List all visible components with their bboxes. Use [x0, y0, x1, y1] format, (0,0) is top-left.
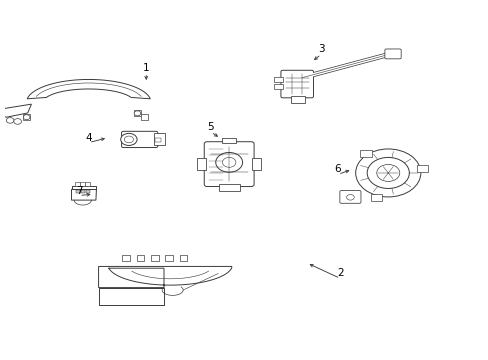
- FancyBboxPatch shape: [204, 142, 254, 186]
- Bar: [251, 158, 261, 171]
- Bar: [151, 255, 159, 261]
- Circle shape: [215, 153, 242, 172]
- Bar: [122, 255, 130, 261]
- Bar: [136, 255, 144, 261]
- Bar: [291, 96, 304, 103]
- Bar: [370, 194, 381, 201]
- Text: 5: 5: [207, 122, 214, 132]
- Polygon shape: [71, 186, 96, 189]
- Circle shape: [376, 165, 399, 181]
- Bar: [218, 184, 239, 192]
- Text: 3: 3: [317, 45, 324, 54]
- Bar: [99, 288, 163, 305]
- Circle shape: [366, 157, 408, 189]
- Bar: [359, 150, 371, 157]
- Text: 2: 2: [336, 269, 343, 279]
- Bar: [222, 138, 235, 144]
- Text: 4: 4: [85, 133, 92, 143]
- Circle shape: [14, 118, 21, 124]
- Bar: [274, 77, 282, 82]
- Circle shape: [23, 115, 30, 120]
- FancyBboxPatch shape: [384, 49, 400, 59]
- Bar: [165, 255, 173, 261]
- Bar: [76, 190, 80, 193]
- Circle shape: [346, 194, 353, 200]
- Bar: [154, 138, 160, 141]
- Polygon shape: [27, 80, 150, 99]
- Bar: [85, 182, 90, 186]
- Polygon shape: [99, 266, 231, 288]
- Bar: [416, 165, 427, 172]
- Bar: [85, 190, 89, 193]
- FancyBboxPatch shape: [122, 131, 158, 148]
- FancyBboxPatch shape: [339, 190, 360, 203]
- Bar: [154, 134, 164, 145]
- FancyBboxPatch shape: [280, 70, 313, 98]
- Circle shape: [121, 134, 137, 145]
- Polygon shape: [71, 189, 96, 200]
- Bar: [133, 110, 141, 117]
- Bar: [23, 114, 30, 120]
- Bar: [180, 255, 187, 261]
- Text: 1: 1: [142, 63, 149, 73]
- Circle shape: [124, 136, 133, 143]
- Bar: [81, 190, 84, 193]
- Bar: [196, 158, 206, 171]
- Bar: [75, 182, 80, 186]
- Bar: [141, 114, 148, 120]
- Circle shape: [355, 149, 420, 197]
- Bar: [274, 84, 282, 89]
- Circle shape: [222, 157, 235, 167]
- Bar: [80, 182, 85, 186]
- Circle shape: [6, 118, 14, 123]
- Text: 6: 6: [334, 165, 341, 174]
- Text: 7: 7: [76, 186, 82, 195]
- Circle shape: [134, 111, 141, 116]
- Polygon shape: [0, 104, 31, 117]
